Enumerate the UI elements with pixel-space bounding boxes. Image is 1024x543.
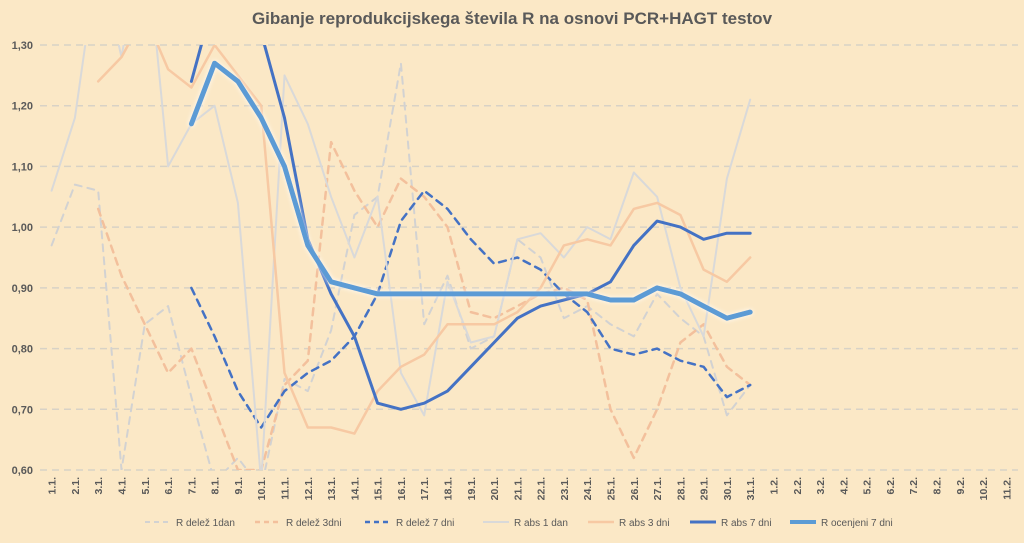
x-tick-label: 9.2. [955, 477, 967, 495]
legend-item: R delež 7 dni [365, 518, 454, 529]
legend-item: R ocenjeni 7 dni [790, 518, 893, 529]
x-tick-label: 21.1. [512, 477, 524, 500]
series-line [189, 45, 752, 411]
series-r-abs-3-dni [96, 45, 752, 435]
x-tick-label: 27.1. [652, 477, 664, 500]
x-tick-label: 17.1. [419, 477, 431, 500]
legend-item: R abs 1 dan [483, 518, 568, 529]
legend-item: R delež 1dan [145, 518, 235, 529]
x-tick-label: 15.1. [373, 477, 385, 500]
x-tick-label: 5.1. [140, 477, 152, 495]
x-tick-label: 2.2. [792, 477, 804, 495]
x-tick-label: 30.1. [722, 477, 734, 500]
x-tick-label: 1.2. [769, 477, 781, 495]
series-r-abs-7-dni [189, 45, 752, 411]
x-tick-label: 5.2. [862, 477, 874, 495]
y-tick-label: 0,80 [12, 344, 33, 356]
x-tick-label: 14.1. [349, 477, 361, 500]
x-tick-label: 6.1. [163, 477, 175, 495]
x-tick-label: 31.1. [745, 477, 757, 500]
x-tick-label: 3.2. [815, 477, 827, 495]
x-tick-label: 11.2. [1001, 477, 1013, 500]
y-tick-label: 0,70 [12, 404, 33, 416]
series-r-dele-7-dni [190, 189, 752, 429]
y-tick-label: 1,30 [12, 40, 33, 52]
x-tick-label: 18.1. [443, 477, 455, 500]
x-tick-label: 4.2. [838, 477, 850, 495]
x-tick-label: 7.2. [908, 477, 920, 495]
y-tick-label: 1,00 [12, 222, 33, 234]
x-tick-label: 12.1. [303, 477, 315, 500]
series-r-dele-3dni [96, 140, 752, 470]
x-tick-label: 20.1. [489, 477, 501, 500]
series-r-ocenjeni-7-dni [188, 60, 753, 321]
x-tick-label: 8.2. [932, 477, 944, 495]
x-tick-label: 3.1. [93, 477, 105, 495]
x-tick-label: 23.1. [559, 477, 571, 500]
x-tick-label: 13.1. [326, 477, 338, 500]
x-tick-label: 10.1. [256, 477, 268, 500]
legend-label: R delež 7 dni [396, 518, 454, 529]
x-tick-label: 2.1. [70, 477, 82, 495]
series-line [188, 60, 753, 321]
x-tick-label: 19.1. [466, 477, 478, 500]
series-line [50, 45, 752, 470]
x-tick-label: 7.1. [186, 477, 198, 495]
x-tick-label: 10.2. [978, 477, 990, 500]
x-tick-label: 26.1. [629, 477, 641, 500]
legend-item: R abs 3 dni [588, 518, 670, 529]
x-tick-label: 24.1. [582, 477, 594, 500]
series-line [190, 189, 752, 429]
legend-label: R delež 1dan [176, 518, 235, 529]
x-tick-label: 16.1. [396, 477, 408, 500]
y-tick-label: 0,90 [12, 283, 33, 295]
series-r-abs-1-dan [50, 45, 752, 470]
x-tick-label: 22.1. [536, 477, 548, 500]
legend-label: R abs 7 dni [721, 518, 772, 529]
legend-label: R abs 1 dan [514, 518, 568, 529]
x-tick-label: 9.1. [233, 477, 245, 495]
x-tick-label: 29.1. [699, 477, 711, 500]
legend-label: R delež 3dni [286, 518, 342, 529]
x-tick-label: 6.2. [885, 477, 897, 495]
series-line [96, 45, 752, 435]
chart-title: Gibanje reprodukcijskega števila R na os… [252, 9, 773, 28]
y-tick-label: 0,60 [12, 465, 33, 477]
y-tick-label: 1,20 [12, 101, 33, 113]
legend-item: R abs 7 dni [690, 518, 772, 529]
x-tick-label: 4.1. [117, 477, 129, 495]
y-tick-label: 1,10 [12, 161, 33, 173]
series-line [50, 62, 752, 470]
legend-label: R ocenjeni 7 dni [821, 518, 893, 529]
legend-label: R abs 3 dni [619, 518, 670, 529]
series-line [96, 140, 752, 470]
series-r-dele-1dan [50, 62, 752, 470]
x-tick-label: 11.1. [280, 477, 292, 500]
x-tick-label: 8.1. [210, 477, 222, 495]
legend-item: R delež 3dni [255, 518, 342, 529]
x-tick-label: 28.1. [675, 477, 687, 500]
x-tick-label: 1.1. [47, 477, 59, 495]
x-tick-label: 25.1. [606, 477, 618, 500]
